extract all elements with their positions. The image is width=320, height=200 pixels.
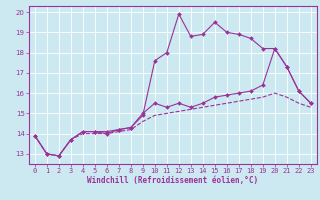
- X-axis label: Windchill (Refroidissement éolien,°C): Windchill (Refroidissement éolien,°C): [87, 176, 258, 185]
